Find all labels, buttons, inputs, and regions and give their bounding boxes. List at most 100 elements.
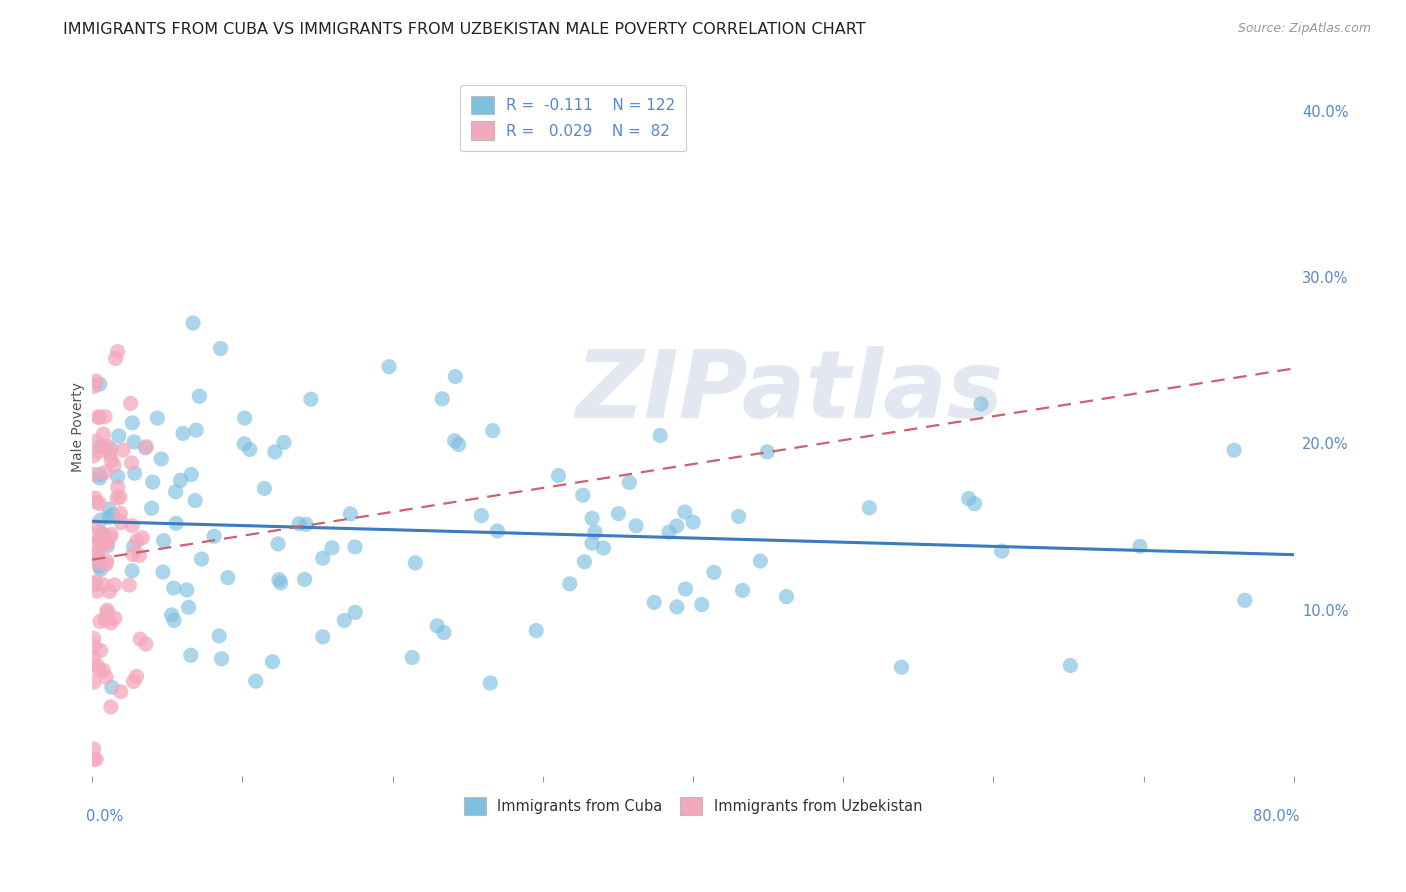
Point <box>253 482 276 496</box>
Point <box>312 630 335 644</box>
Point <box>84 538 107 552</box>
Point <box>120 396 142 410</box>
Point <box>443 434 465 448</box>
Point <box>624 518 647 533</box>
Point <box>470 508 492 523</box>
Point <box>84 374 107 388</box>
Point <box>682 515 704 529</box>
Point <box>426 619 449 633</box>
Point <box>583 525 606 540</box>
Point <box>607 507 630 521</box>
Point <box>1129 540 1152 554</box>
Point <box>100 442 122 456</box>
Point <box>96 603 118 617</box>
Point <box>592 541 614 555</box>
Point <box>121 416 143 430</box>
Point <box>432 392 454 406</box>
Point <box>118 578 141 592</box>
Point <box>547 468 569 483</box>
Point <box>479 676 502 690</box>
Point <box>87 410 110 425</box>
Point <box>262 655 284 669</box>
Point <box>87 662 110 676</box>
Point <box>131 531 153 545</box>
Point <box>96 554 118 568</box>
Point <box>107 469 129 483</box>
Text: 0.0%: 0.0% <box>86 809 124 824</box>
Point <box>121 518 143 533</box>
Point <box>339 507 361 521</box>
Point <box>83 632 105 646</box>
Point <box>98 584 121 599</box>
Point <box>703 566 725 580</box>
Point <box>93 427 115 442</box>
Point <box>89 615 111 629</box>
Point <box>100 527 122 541</box>
Point <box>481 424 503 438</box>
Point <box>658 525 681 540</box>
Point <box>86 434 108 449</box>
Point <box>129 632 152 647</box>
Point <box>574 555 596 569</box>
Point <box>447 437 470 451</box>
Point <box>94 441 117 455</box>
Point <box>128 549 150 563</box>
Point <box>188 389 211 403</box>
Point <box>890 660 912 674</box>
Point <box>176 582 198 597</box>
Point <box>122 540 145 554</box>
Point <box>90 562 112 576</box>
Point <box>124 466 146 480</box>
Point <box>581 511 603 525</box>
Point <box>209 342 232 356</box>
Point <box>245 674 267 689</box>
Point <box>177 600 200 615</box>
Point <box>122 674 145 689</box>
Point <box>86 495 108 509</box>
Point <box>104 611 127 625</box>
Point <box>89 471 111 485</box>
Point <box>103 578 125 592</box>
Point <box>84 551 107 566</box>
Point <box>104 351 127 366</box>
Point <box>121 564 143 578</box>
Point <box>89 559 111 574</box>
Point <box>675 582 697 596</box>
Point <box>378 359 401 374</box>
Point <box>299 392 322 407</box>
Point <box>125 533 148 548</box>
Point <box>90 643 112 657</box>
Point <box>665 599 688 614</box>
Point <box>181 316 204 330</box>
Point <box>90 526 112 541</box>
Point <box>142 475 165 489</box>
Point <box>558 577 581 591</box>
Point <box>98 502 121 516</box>
Point <box>172 426 194 441</box>
Point <box>321 541 343 555</box>
Point <box>581 536 603 550</box>
Point <box>233 411 256 425</box>
Point <box>98 510 121 524</box>
Point <box>572 488 595 502</box>
Point <box>202 529 225 543</box>
Text: 80.0%: 80.0% <box>1253 809 1301 824</box>
Point <box>858 500 880 515</box>
Legend: Immigrants from Cuba, Immigrants from Uzbekistan: Immigrants from Cuba, Immigrants from Uz… <box>458 791 928 821</box>
Point <box>486 524 509 538</box>
Point <box>756 445 779 459</box>
Point <box>110 516 132 530</box>
Point <box>121 548 143 562</box>
Point <box>83 467 105 482</box>
Point <box>295 517 318 532</box>
Point <box>101 680 124 694</box>
Point <box>134 441 156 455</box>
Point <box>288 516 311 531</box>
Point <box>1233 593 1256 607</box>
Point <box>107 344 129 359</box>
Point <box>775 590 797 604</box>
Point <box>731 583 754 598</box>
Point <box>344 606 367 620</box>
Point <box>103 458 125 473</box>
Point <box>94 465 117 479</box>
